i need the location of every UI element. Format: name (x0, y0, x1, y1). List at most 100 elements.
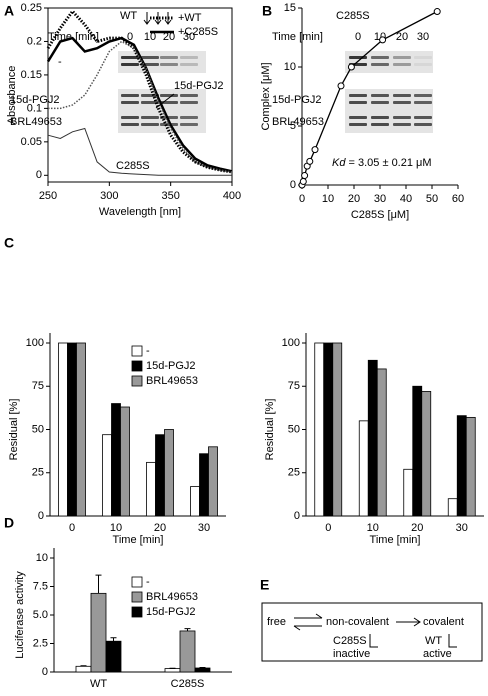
y-tick-label: 10 (284, 61, 296, 73)
legend-label: +WT (178, 12, 202, 24)
y-tick-label: 50 (32, 423, 44, 435)
gel-band (393, 123, 411, 126)
bar (194, 667, 211, 673)
scheme-box (261, 602, 483, 662)
lane-label: 0 (355, 31, 361, 43)
x-tick-label: 10 (367, 522, 379, 534)
data-point (379, 36, 387, 44)
gel-band (371, 101, 389, 104)
gel-band (393, 56, 411, 59)
data-point (347, 63, 355, 71)
bar (376, 368, 387, 517)
y-tick-label: 5 (290, 120, 296, 132)
y-tick-label: 0.15 (21, 69, 42, 81)
bar (179, 630, 196, 673)
x-tick-label: 400 (223, 190, 241, 202)
gel-background (118, 51, 206, 73)
lane-label: 30 (183, 31, 195, 43)
x-tick-label: 50 (426, 193, 438, 205)
x-tick-label: 60 (452, 193, 464, 205)
bar (155, 434, 165, 517)
gel-band (393, 101, 411, 104)
gel-background (345, 51, 433, 73)
data-point (337, 82, 345, 90)
x-axis-label: Wavelength [nm] (99, 206, 181, 218)
time-label: Time [min] (48, 31, 99, 43)
scheme-text: non-covalent (326, 616, 389, 628)
gel-title: C285S (336, 10, 370, 22)
y-tick-label: 0 (290, 179, 296, 191)
bar (332, 342, 343, 517)
bar (105, 640, 122, 673)
x-tick-label: 30 (374, 193, 386, 205)
x-tick-label: 20 (411, 522, 423, 534)
bar (164, 668, 181, 673)
legend-swatch (131, 606, 143, 618)
bar (190, 486, 200, 517)
gel-band (414, 116, 432, 119)
y-tick-label: 0 (42, 666, 48, 678)
gel-band (180, 94, 198, 97)
spectrum-line (47, 127, 232, 176)
y-tick-label: 0.05 (21, 136, 42, 148)
gel-band (160, 94, 178, 97)
y-tick-label: 25 (288, 467, 300, 479)
y-tick-label: 100 (282, 337, 300, 349)
gel-band (121, 123, 139, 126)
bracket (448, 634, 457, 648)
y-tick-label: 2.5 (33, 637, 48, 649)
gel-band (393, 94, 411, 97)
gel-band (371, 94, 389, 97)
gel-band (393, 116, 411, 119)
bar (403, 468, 414, 517)
legend-swatch (131, 360, 143, 372)
annotation-text: = 3.05 ± 0.21 μM (345, 157, 431, 169)
x-tick-label: 30 (456, 522, 468, 534)
legend-label: 15d-PGJ2 (146, 606, 196, 618)
gel-band (371, 116, 389, 119)
gel-band (414, 63, 432, 66)
bar (102, 434, 112, 517)
bar (58, 342, 68, 517)
y-tick-label: 5.0 (33, 609, 48, 621)
annotation: C285S (116, 160, 150, 172)
x-tick-label: WT (90, 678, 107, 690)
legend-label: BRL49653 (146, 591, 198, 603)
chart: 0 5 10 15 0 10 20 30 40 50 60 Complex [μM] C285S [μM… (260, 2, 464, 221)
panel-label: E (260, 577, 269, 593)
plot-frame (47, 7, 233, 183)
legend-label: - (146, 345, 150, 357)
bar (314, 342, 325, 517)
bar (75, 665, 92, 673)
panel-label: C (4, 235, 14, 251)
data-point (433, 8, 441, 16)
chart: 0 25 50 75 100 Residual [%] Time [min] 0 10 20 30 (264, 333, 484, 546)
scheme-text: WT (425, 635, 442, 647)
bar (358, 420, 369, 517)
data-point (301, 172, 309, 180)
y-axis-label: Complex [μM] (260, 62, 272, 130)
scheme-text: inactive (333, 648, 370, 660)
y-tick-label: 100 (26, 337, 44, 349)
row-label: - (58, 56, 62, 68)
bar (146, 461, 156, 517)
y-tick-label: 7.5 (33, 580, 48, 592)
bar (421, 391, 432, 517)
gel-background (345, 111, 433, 133)
scheme-text: free (267, 616, 286, 628)
data-point (299, 177, 307, 185)
bar (199, 453, 209, 517)
x-tick-label: 0 (325, 522, 331, 534)
row-label: BRL49653 (272, 116, 324, 128)
bar (208, 446, 218, 517)
x-axis-label: Time [min] (113, 534, 164, 546)
y-axis-label: Absorbance (6, 66, 18, 125)
gel-band (371, 123, 389, 126)
x-tick-label: 300 (100, 190, 118, 202)
x-tick-label: C285S (171, 678, 205, 690)
chart: 0 2.5 5.0 7.5 10 Luciferase activity WT C285S - B… (14, 548, 232, 690)
x-tick-label: 0 (69, 522, 75, 534)
row-label: BRL49653 (10, 116, 62, 128)
gel-band (160, 56, 178, 59)
